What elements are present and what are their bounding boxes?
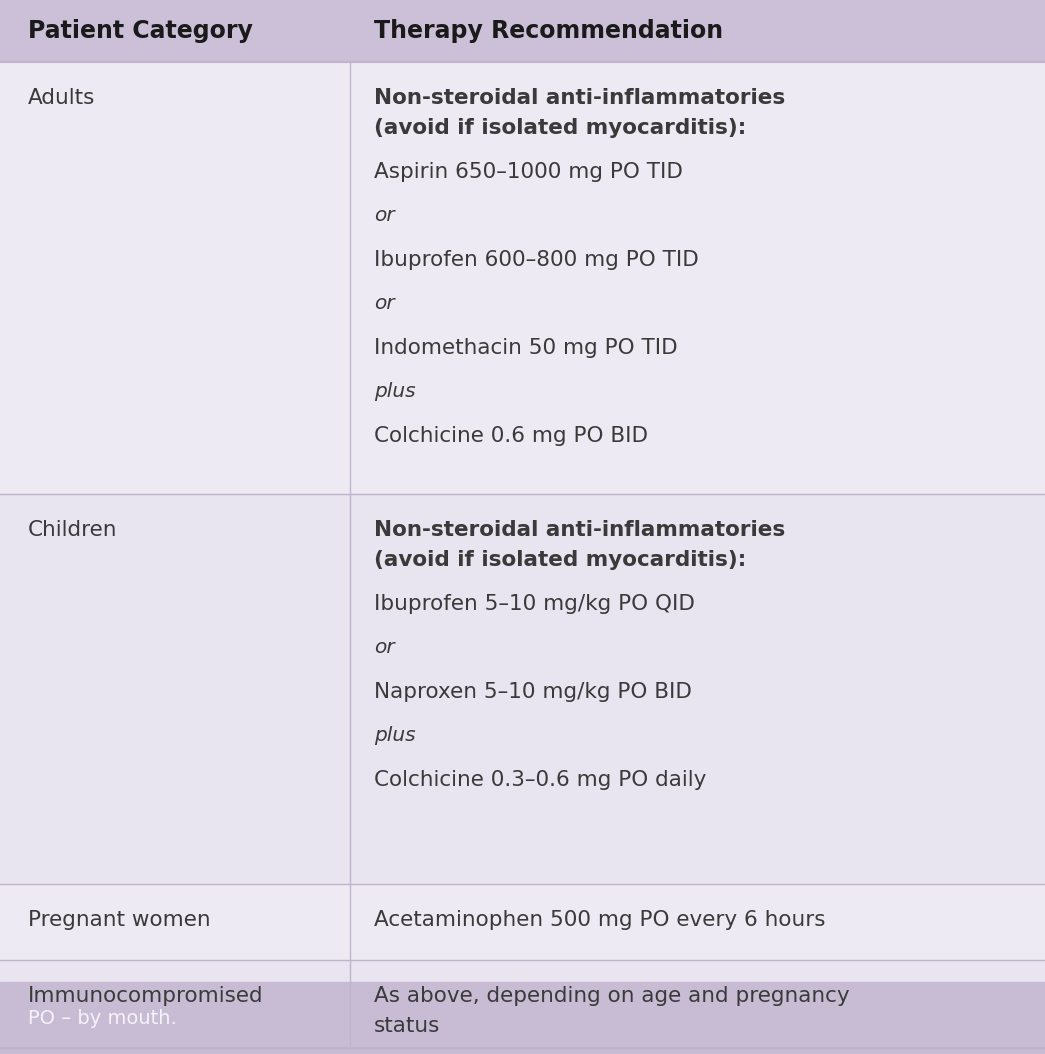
Bar bbox=[0, 884, 1045, 960]
Bar bbox=[0, 494, 1045, 884]
Text: As above, depending on age and pregnancy: As above, depending on age and pregnancy bbox=[374, 985, 850, 1006]
Text: Adults: Adults bbox=[28, 87, 95, 108]
Text: Colchicine 0.3–0.6 mg PO daily: Colchicine 0.3–0.6 mg PO daily bbox=[374, 770, 706, 790]
Text: plus: plus bbox=[374, 726, 416, 745]
Bar bbox=[0, 982, 1045, 1054]
Text: or: or bbox=[374, 638, 395, 657]
Text: or: or bbox=[374, 294, 395, 313]
Text: Therapy Recommendation: Therapy Recommendation bbox=[374, 19, 723, 43]
Bar bbox=[0, 62, 1045, 494]
Text: Pregnant women: Pregnant women bbox=[28, 910, 211, 930]
Bar bbox=[0, 0, 1045, 62]
Text: Indomethacin 50 mg PO TID: Indomethacin 50 mg PO TID bbox=[374, 338, 677, 358]
Text: Non-steroidal anti-inflammatories: Non-steroidal anti-inflammatories bbox=[374, 520, 785, 540]
Text: Non-steroidal anti-inflammatories: Non-steroidal anti-inflammatories bbox=[374, 87, 785, 108]
Text: status: status bbox=[374, 1016, 440, 1036]
Text: (avoid if isolated myocarditis):: (avoid if isolated myocarditis): bbox=[374, 550, 746, 570]
Text: Acetaminophen 500 mg PO every 6 hours: Acetaminophen 500 mg PO every 6 hours bbox=[374, 910, 826, 930]
Text: Aspirin 650–1000 mg PO TID: Aspirin 650–1000 mg PO TID bbox=[374, 162, 682, 182]
Text: (avoid if isolated myocarditis):: (avoid if isolated myocarditis): bbox=[374, 118, 746, 138]
Text: PO – by mouth.: PO – by mouth. bbox=[28, 1009, 177, 1028]
Text: Colchicine 0.6 mg PO BID: Colchicine 0.6 mg PO BID bbox=[374, 426, 648, 446]
Text: Ibuprofen 600–800 mg PO TID: Ibuprofen 600–800 mg PO TID bbox=[374, 250, 699, 270]
Text: or: or bbox=[374, 206, 395, 225]
Text: Patient Category: Patient Category bbox=[28, 19, 253, 43]
Text: Naproxen 5–10 mg/kg PO BID: Naproxen 5–10 mg/kg PO BID bbox=[374, 682, 692, 702]
Text: plus: plus bbox=[374, 382, 416, 401]
Bar bbox=[0, 960, 1045, 1048]
Text: Immunocompromised: Immunocompromised bbox=[28, 985, 263, 1006]
Text: Children: Children bbox=[28, 520, 117, 540]
Text: Ibuprofen 5–10 mg/kg PO QID: Ibuprofen 5–10 mg/kg PO QID bbox=[374, 594, 695, 614]
